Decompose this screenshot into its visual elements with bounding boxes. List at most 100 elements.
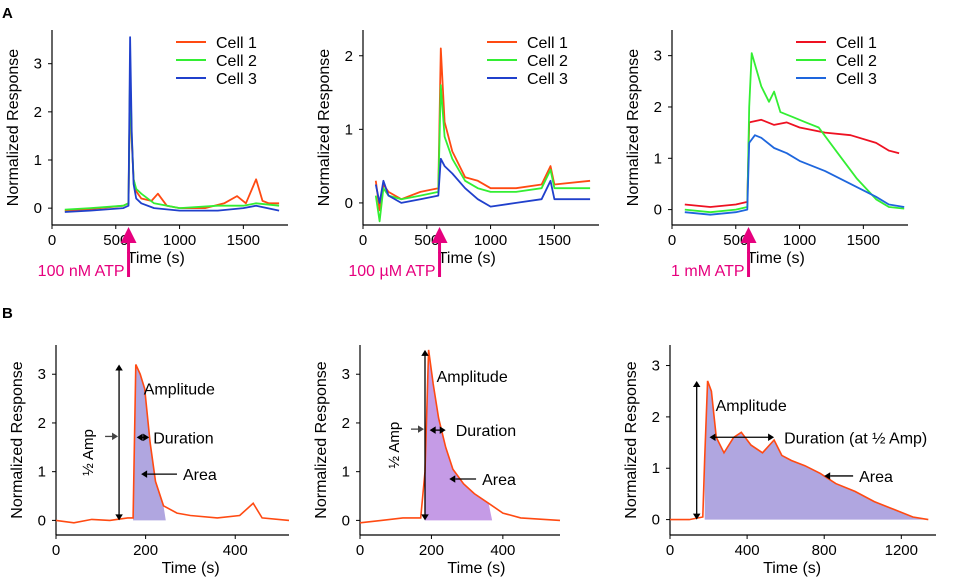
half-amp-label: ½ Amp (80, 429, 97, 476)
y-tick-label: 3 (652, 358, 660, 375)
trace-line (670, 380, 929, 521)
stimulus-label: 100 µM ATP (348, 263, 435, 280)
x-tick-label: 1500 (847, 232, 880, 249)
y-tick-label: 0 (652, 512, 660, 529)
y-axis-label: Normalized Response (313, 361, 330, 519)
axes: 0 400 800 1200 0 1 2 3 (652, 345, 936, 559)
chart-a3: 0 500 1000 1500 0 1 2 3 Time (s) Normalized Respo… (625, 30, 908, 280)
y-tick-label: 3 (342, 366, 350, 383)
y-tick-label: 0 (345, 195, 353, 212)
area-label: Area (482, 472, 516, 489)
x-tick-label: 1200 (885, 542, 918, 559)
amplitude-label: Amplitude (437, 369, 508, 386)
series-line-cell-1 (684, 118, 900, 208)
y-axis-label: Normalized Response (625, 49, 642, 207)
duration-label: Duration (153, 430, 213, 447)
x-tick-label: 1000 (163, 232, 196, 249)
stimulus-label: 100 nM ATP (38, 263, 125, 280)
y-tick-label: 0 (34, 200, 42, 217)
x-axis-label: Time (s) (447, 560, 505, 577)
stimulus-label: 1 mM ATP (671, 263, 745, 280)
arrow-right-icon (439, 426, 446, 434)
legend-entry: Cell 2 (527, 53, 568, 70)
area-arrow-icon (824, 472, 831, 480)
y-tick-label: 2 (34, 104, 42, 121)
x-tick-label: 500 (103, 232, 128, 249)
y-tick-label: 3 (34, 56, 42, 73)
duration-label: Duration (at ½ Amp) (784, 430, 927, 447)
duration-label: Duration (456, 423, 516, 440)
arrow-left-icon (429, 426, 436, 434)
x-axis-label: Time (s) (747, 250, 805, 267)
legend-entry: Cell 1 (527, 35, 568, 52)
y-tick-label: 2 (652, 409, 660, 426)
chart-b1: 0 200 400 0 1 2 3 Time (s) Normalized Response Am… (9, 345, 290, 577)
trace-line (359, 349, 561, 524)
x-tick-label: 200 (419, 542, 444, 559)
half-amp-arrow-icon (418, 425, 424, 433)
series-line-cell-2 (64, 67, 280, 211)
x-tick-label: 1500 (227, 232, 260, 249)
legend-entry: Cell 3 (216, 71, 257, 88)
x-tick-label: 0 (666, 542, 674, 559)
area-label: Area (859, 469, 893, 486)
x-tick-label: 0 (52, 542, 60, 559)
chart-b3: 0 400 800 1200 0 1 2 3 Time (s) Normalized Respon… (623, 345, 936, 577)
y-tick-label: 3 (654, 48, 662, 65)
x-tick-label: 0 (668, 232, 676, 249)
axes: 0 500 1000 1500 0 1 2 3 (34, 30, 288, 249)
x-tick-label: 400 (735, 542, 760, 559)
y-tick-label: 3 (38, 366, 46, 383)
annotations: Amplitude ½ Amp Duration Area (386, 349, 516, 521)
half-amp-arrow-icon (112, 432, 119, 441)
stimulus-marker: 100 µM ATP (348, 227, 448, 280)
panel-label-a: A (2, 5, 13, 22)
y-tick-label: 2 (654, 99, 662, 116)
arrow-up-icon (115, 364, 123, 371)
y-tick-label: 1 (652, 460, 660, 477)
x-tick-label: 1000 (783, 232, 816, 249)
y-tick-label: 2 (342, 415, 350, 432)
x-tick-label: 400 (490, 542, 515, 559)
series-line-cell-3 (374, 157, 591, 208)
y-tick-label: 0 (342, 512, 350, 529)
legend-entry: Cell 1 (216, 35, 257, 52)
arrow-right-icon (768, 433, 775, 442)
legend-entry: Cell 3 (527, 71, 568, 88)
arrow-down-icon (421, 514, 429, 521)
area-arrow-icon (449, 475, 456, 483)
x-tick-label: 0 (48, 232, 56, 249)
annotations: Amplitude ½ Amp Duration Area (80, 364, 217, 521)
y-tick-label: 0 (654, 202, 662, 219)
x-tick-label: 1000 (474, 232, 507, 249)
series-line-cell-2 (684, 52, 905, 214)
y-tick-label: 1 (654, 150, 662, 167)
x-tick-label: 1500 (538, 232, 571, 249)
half-amp-label: ½ Amp (386, 422, 403, 469)
x-axis-label: Time (s) (763, 560, 821, 577)
chart-b2: 0 200 400 0 1 2 3 Time (s) Normalized Response Am… (313, 345, 561, 577)
area-label: Area (183, 467, 217, 484)
x-tick-label: 200 (133, 542, 158, 559)
area-fill (704, 380, 929, 520)
y-axis-label: Normalized Response (623, 361, 640, 519)
arrow-left-icon (136, 433, 143, 442)
legend-entry: Cell 2 (836, 53, 877, 70)
arrow-down-icon (692, 513, 701, 520)
area-arrow-icon (141, 470, 148, 478)
x-tick-label: 0 (359, 232, 367, 249)
series-line-cell-1 (64, 77, 280, 212)
y-tick-label: 0 (38, 512, 46, 529)
amplitude-label: Amplitude (144, 381, 215, 398)
stimulus-marker: 1 mM ATP (671, 227, 757, 280)
stimulus-arrowhead-icon (120, 227, 137, 243)
axes: 0 200 400 0 1 2 3 (38, 345, 289, 559)
y-axis-label: Normalized Response (9, 361, 26, 519)
x-tick-label: 0 (356, 542, 364, 559)
arrow-up-icon (421, 349, 429, 356)
axes: 0 500 1000 1500 0 1 2 (345, 30, 599, 249)
chart-a2: 0 500 1000 1500 0 1 2 Time (s) Normalized Respon… (316, 30, 599, 280)
x-tick-label: 400 (223, 542, 248, 559)
x-axis-label: Time (s) (438, 250, 496, 267)
